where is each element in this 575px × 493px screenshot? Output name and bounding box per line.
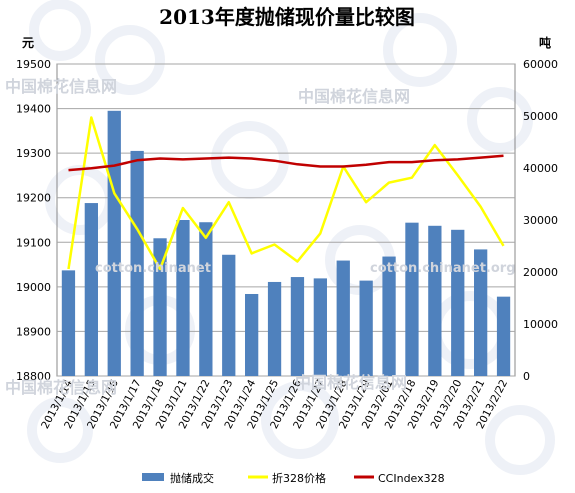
legend-swatch-bar [142, 473, 164, 481]
legend: 抛储成交 折328价格 CCIndex328 [142, 471, 445, 485]
left-tick-label: 19000 [16, 281, 51, 294]
line-series [67, 116, 505, 271]
left-tick-label: 19200 [16, 192, 51, 205]
legend-label: 折328价格 [272, 471, 326, 485]
bar [245, 293, 259, 376]
background-swirl-pattern [27, 0, 555, 475]
bar [130, 150, 144, 376]
bar [153, 238, 167, 376]
watermark: 中国棉花信息网 [298, 87, 410, 106]
bar [267, 281, 282, 376]
right-tick-label: 0 [523, 370, 530, 383]
left-tick-label: 19300 [16, 147, 51, 160]
right-axis: 0 10000 20000 30000 40000 50000 60000 [523, 58, 558, 383]
series-line [67, 116, 505, 271]
right-tick-label: 50000 [523, 110, 558, 123]
right-tick-label: 40000 [523, 162, 558, 175]
bar [61, 270, 76, 376]
bar-series [61, 110, 511, 377]
left-tick-label: 19500 [16, 58, 51, 71]
right-tick-label: 10000 [523, 318, 558, 331]
bar [359, 280, 373, 376]
bar [313, 278, 327, 376]
legend-label: CCIndex328 [378, 472, 445, 485]
bar [451, 229, 465, 376]
left-tick-label: 18900 [16, 325, 51, 338]
bar [84, 203, 98, 376]
bar [336, 260, 350, 376]
bar [405, 222, 419, 376]
bar [290, 277, 305, 376]
legend-label: 抛储成交 [170, 471, 214, 485]
watermark-layer: 中国棉花信息网 中国棉花信息网 cotton.chinanet cotton.c… [5, 77, 516, 397]
right-tick-label: 60000 [523, 58, 558, 71]
watermark: cotton.chinanet [95, 261, 211, 276]
bar [474, 249, 488, 376]
watermark: 中国棉花信息网 [5, 77, 117, 96]
left-tick-label: 19400 [16, 103, 51, 116]
bar [382, 256, 396, 376]
series-line [68, 154, 504, 172]
bar [496, 296, 511, 376]
watermark: 中国棉花信息网 [295, 373, 407, 392]
left-axis: 18800 18900 19000 19100 19200 19300 19400 19500 [16, 58, 51, 383]
right-tick-label: 30000 [523, 214, 558, 227]
chart-title: 2013年度抛储现价量比较图 [159, 5, 415, 29]
bar [199, 222, 213, 376]
bar [176, 220, 190, 376]
bar [428, 225, 442, 376]
right-axis-unit: 吨 [539, 35, 551, 50]
watermark: cotton.chinanet.org [370, 261, 516, 276]
right-tick-label: 20000 [523, 266, 558, 279]
left-tick-label: 19100 [16, 236, 51, 249]
watermark: 中国棉花信息网 [5, 378, 117, 397]
left-axis-unit: 元 [22, 36, 34, 50]
left-tick-label: 18800 [16, 370, 51, 383]
bar [107, 110, 121, 377]
bar [222, 254, 236, 376]
